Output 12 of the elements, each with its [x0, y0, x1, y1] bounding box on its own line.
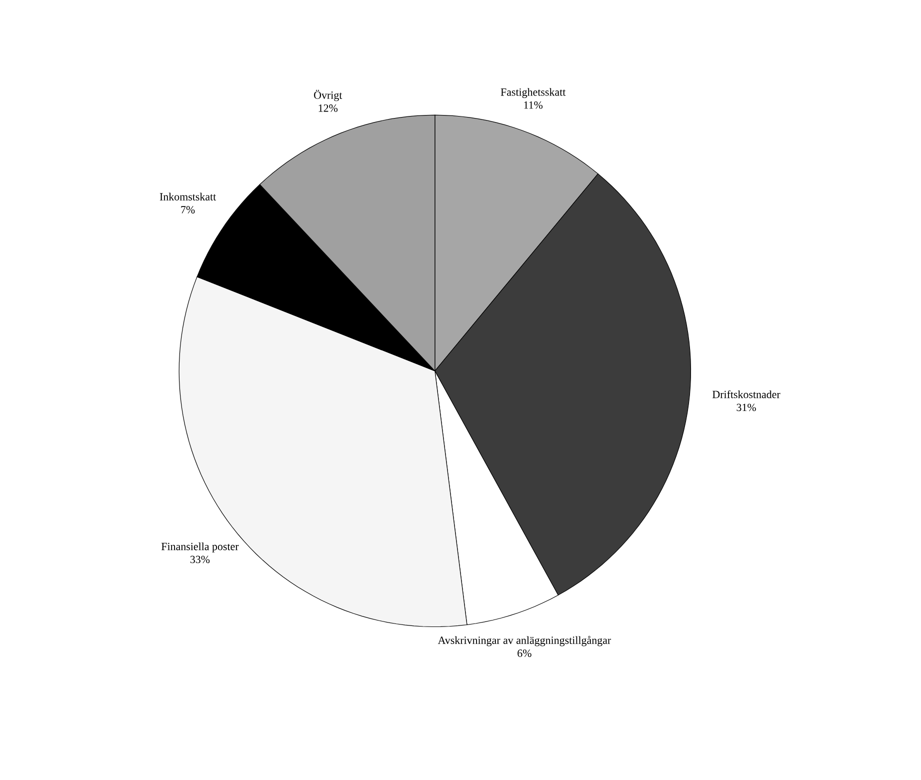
data-label: 33%	[190, 556, 210, 564]
data-label: 11%	[524, 101, 543, 109]
data-label: 6%	[518, 649, 532, 657]
slice-label: Finansiella poster	[161, 542, 239, 552]
slice-label: Avskrivningar av anläggningstillgångar	[438, 636, 611, 646]
slice-label: Övrigt	[314, 90, 342, 101]
slice-label: Driftskostnader	[712, 390, 780, 398]
slice-label: Inkomstskatt	[160, 192, 216, 200]
slice-label: Fastighetsskatt	[500, 88, 566, 98]
data-label: 31%	[736, 404, 756, 412]
data-label: 7%	[181, 206, 195, 214]
data-label: 12%	[318, 104, 338, 112]
